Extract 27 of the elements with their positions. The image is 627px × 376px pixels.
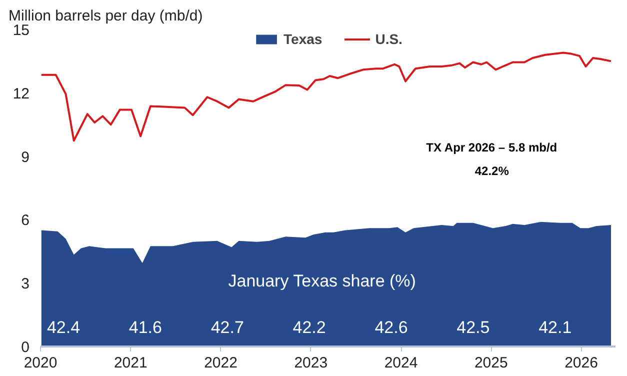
x-tick-label: 2026 <box>564 354 598 372</box>
line-series <box>40 52 612 142</box>
annotation: 42.1 <box>538 318 572 337</box>
annotation: January Texas share (%) <box>228 271 416 290</box>
annotation: 42.2% <box>474 164 510 178</box>
annotation: 41.6 <box>128 318 162 337</box>
x-tick-label: 2023 <box>294 354 328 372</box>
y-tick-label: 3 <box>21 276 30 293</box>
x-tick-label: 2021 <box>114 354 148 372</box>
x-tick-label: 2020 <box>24 354 58 372</box>
x-tick-label: 2025 <box>474 354 508 372</box>
annotation: 42.6 <box>374 318 408 337</box>
annotation: 42.2 <box>292 318 326 337</box>
x-tick-label: 2024 <box>384 354 418 372</box>
annotation: 42.5 <box>456 318 490 337</box>
y-tick-label: 0 <box>21 339 30 356</box>
y-tick-label: 15 <box>12 22 30 39</box>
legend-label: Texas <box>284 31 322 47</box>
y-axis-title: Million barrels per day (mb/d) <box>8 8 203 24</box>
annotation: 42.7 <box>210 318 244 337</box>
y-tick-label: 12 <box>12 85 30 102</box>
legend-label: U.S. <box>375 31 402 47</box>
y-tick-label: 9 <box>21 148 30 166</box>
annotation: 42.4 <box>46 318 80 337</box>
x-tick-label: 2022 <box>204 354 238 372</box>
y-tick-label: 6 <box>21 212 30 230</box>
annotation: TX Apr 2026 – 5.8 mb/d <box>426 140 558 155</box>
